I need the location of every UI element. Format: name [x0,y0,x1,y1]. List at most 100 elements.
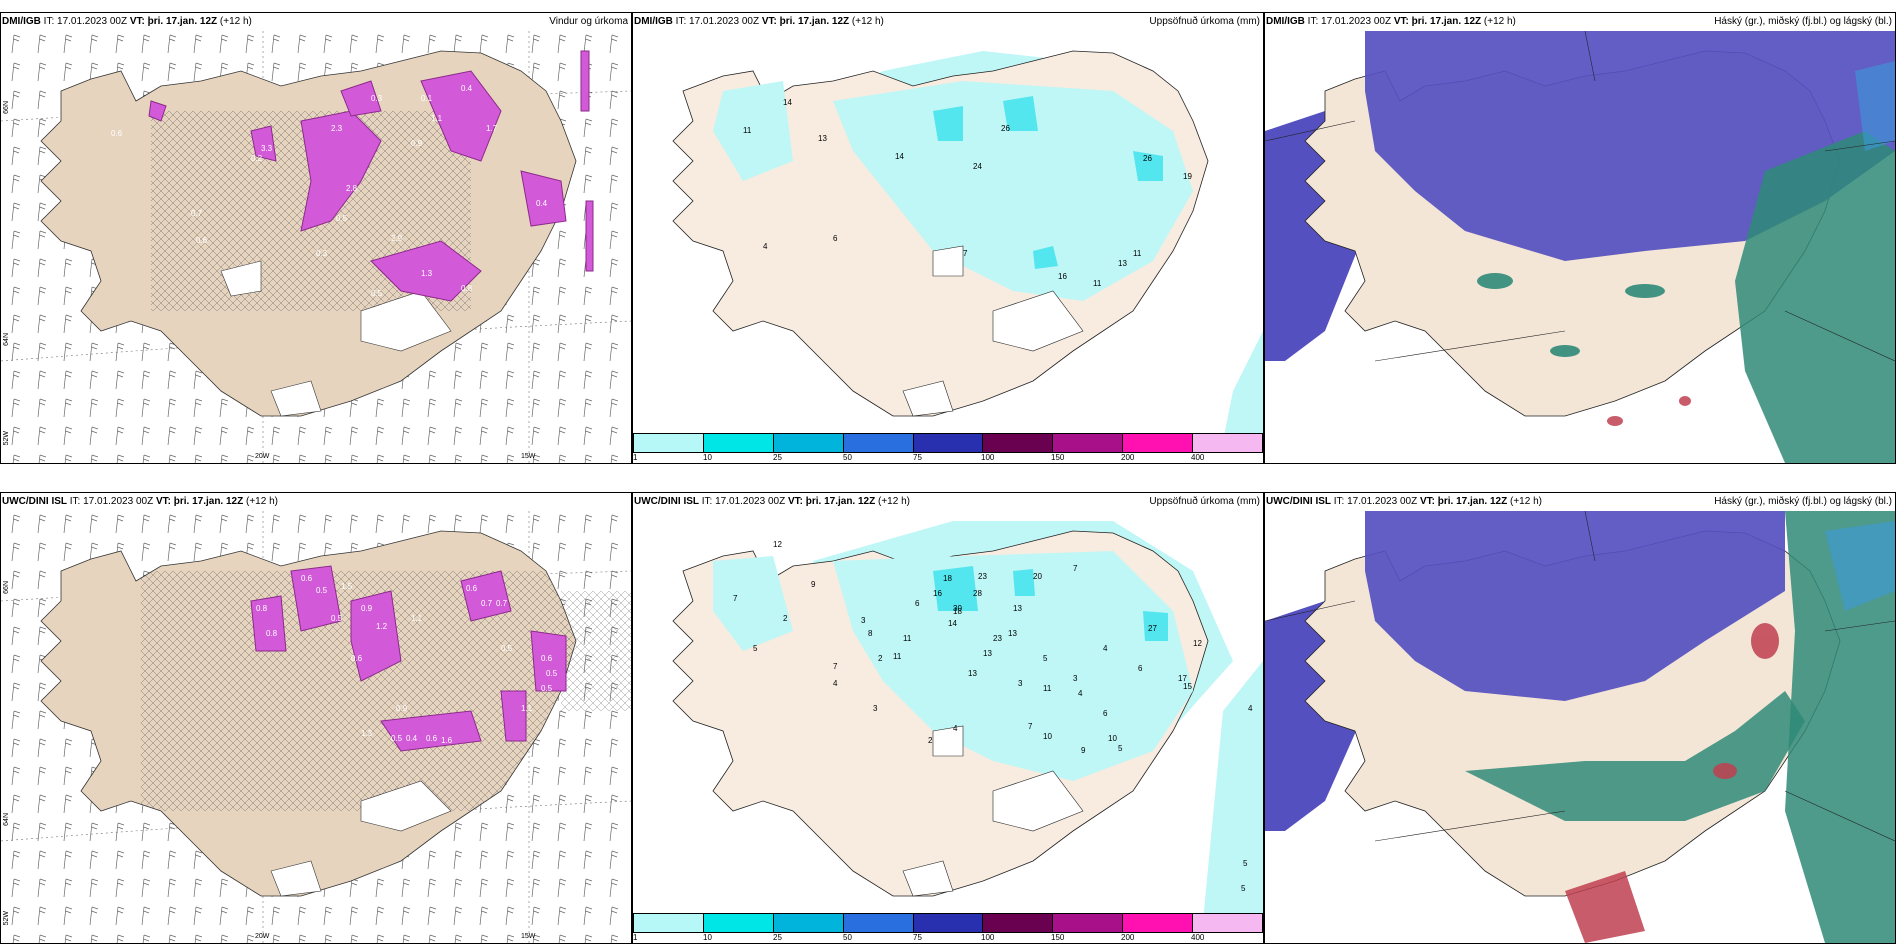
svg-text:1.1: 1.1 [521,704,533,713]
svg-text:0.4: 0.4 [406,734,418,743]
svg-text:14: 14 [948,619,957,628]
axis-label-lat-bot: 52W [3,431,10,446]
panel-title: Vindur og úrkoma [549,16,628,27]
svg-text:1.1: 1.1 [411,614,423,623]
svg-text:9: 9 [811,580,816,589]
precip-strong [933,566,1168,641]
svg-text:26: 26 [1001,124,1010,133]
svg-text:0.5: 0.5 [501,644,513,653]
svg-text:3: 3 [1018,679,1023,688]
svg-text:28: 28 [973,589,982,598]
svg-text:0.5: 0.5 [546,669,558,678]
svg-text:13: 13 [818,134,827,143]
svg-text:0.4: 0.4 [461,84,473,93]
panel-title: Háský (gr.), miðský (fj.bl.) og lágský (… [1714,16,1892,27]
svg-text:4: 4 [833,679,838,688]
precip-cells [148,50,594,302]
colorbar-swatch [983,914,1054,932]
colorbar-label: 200 [1121,453,1135,462]
svg-text:0.4: 0.4 [536,199,548,208]
colorbar-label: 100 [981,453,995,462]
svg-text:17: 17 [1178,674,1187,683]
panel-header: DMI/IGB IT: 17.01.2023 00Z VT: þri. 17.j… [633,13,1263,31]
svg-text:3: 3 [873,704,878,713]
precip-cyan [713,81,1193,301]
colorbar-label: 400 [1191,453,1205,462]
svg-text:0.7: 0.7 [481,599,493,608]
svg-text:6: 6 [833,234,838,243]
svg-text:19: 19 [1183,172,1192,181]
cloud-low-red [1607,396,1691,426]
svg-text:0.9: 0.9 [361,604,373,613]
svg-text:10: 10 [1043,732,1052,741]
colorbar-label: 50 [843,453,852,462]
glaciers [220,260,452,417]
svg-text:0.5: 0.5 [391,734,403,743]
colorbar-swatch [634,914,704,932]
colorbar-label: 200 [1121,933,1135,942]
svg-text:0.3: 0.3 [371,94,383,103]
svg-text:11: 11 [903,634,912,643]
svg-text:13: 13 [968,669,977,678]
svg-text:0.6: 0.6 [351,654,363,663]
svg-text:23: 23 [993,634,1002,643]
svg-text:5: 5 [1043,654,1048,663]
cloud-mid-east [1785,511,1895,943]
svg-text:27: 27 [1148,624,1157,633]
svg-text:5: 5 [1243,859,1248,868]
svg-text:2: 2 [878,654,883,663]
panel-clouds-uwc: UWC/DINI ISL IT: 17.01.2023 00Z VT: þri.… [1264,492,1896,944]
colorbar-swatch [1193,434,1263,452]
svg-text:4: 4 [1103,644,1108,653]
svg-text:0.8: 0.8 [461,284,473,293]
svg-text:0.9: 0.9 [396,704,408,713]
svg-text:15: 15 [1183,682,1192,691]
glaciers [902,245,1084,417]
precip-labels: 14 11 13 14 26 24 26 19 6 7 4 16 11 13 1… [743,98,1192,288]
svg-text:5: 5 [1241,884,1246,893]
svg-text:7: 7 [1028,722,1033,731]
svg-text:11: 11 [1133,249,1142,258]
colorbar-swatch [983,434,1054,452]
map-accum-precip: 14 11 13 14 26 24 26 19 6 7 4 16 11 13 1… [672,50,1263,441]
colorbar-label: 25 [773,453,782,462]
svg-text:20: 20 [1033,572,1042,581]
map-accum-precip: 12 9 2 7 5 18 23 20 7 16 13 27 12 30 28 … [672,521,1263,921]
svg-text:4: 4 [1078,689,1083,698]
panel-wind-precip-uwc: UWC/DINI ISL IT: 17.01.2023 00Z VT: þri.… [0,492,632,944]
map-clouds [1265,511,1895,943]
svg-text:1.3: 1.3 [421,269,433,278]
svg-text:2: 2 [783,614,788,623]
colorbar-label: 150 [1051,453,1065,462]
svg-text:4: 4 [763,242,768,251]
svg-text:7: 7 [733,594,738,603]
svg-text:1.2: 1.2 [376,622,388,631]
svg-text:1.6: 1.6 [441,736,453,745]
colorbar-swatch [773,434,844,452]
svg-text:0.6: 0.6 [301,574,313,583]
svg-text:0.5: 0.5 [336,214,348,223]
axis-label-lon-a: 20W [255,933,270,940]
colorbar-swatch [1123,434,1194,452]
panel-header: DMI/IGB IT: 17.01.2023 00Z VT: þri. 17.j… [1265,13,1895,31]
svg-text:10: 10 [1108,734,1117,743]
panel-title: Uppsöfnuð úrkoma (mm) [1149,16,1260,27]
svg-text:2.9: 2.9 [391,234,403,243]
svg-text:30: 30 [953,604,962,613]
axis-label-lat-mid: 64N [3,333,10,346]
colorbar-label: 50 [843,933,852,942]
svg-text:3.3: 3.3 [261,144,273,153]
axis-label-lat-bot: 52W [3,911,10,926]
svg-text:0.5: 0.5 [541,684,553,693]
panel-header: UWC/DINI ISL IT: 17.01.2023 00Z VT: þri.… [1265,493,1895,511]
map-wind-precip: 2.3 0.6 0.2 0.7 0.6 0.3 0.4 0.1 0.3 1.1 … [1,31,631,463]
colorbar-swatch [913,434,984,452]
glaciers [270,780,452,897]
colorbar-label: 75 [913,933,922,942]
axis-label-lon-b: 15W [521,453,536,460]
svg-text:26: 26 [1143,154,1152,163]
colorbar-swatch [913,914,984,932]
svg-text:9: 9 [1081,746,1086,755]
svg-text:4: 4 [953,724,958,733]
svg-text:0.8: 0.8 [256,604,268,613]
